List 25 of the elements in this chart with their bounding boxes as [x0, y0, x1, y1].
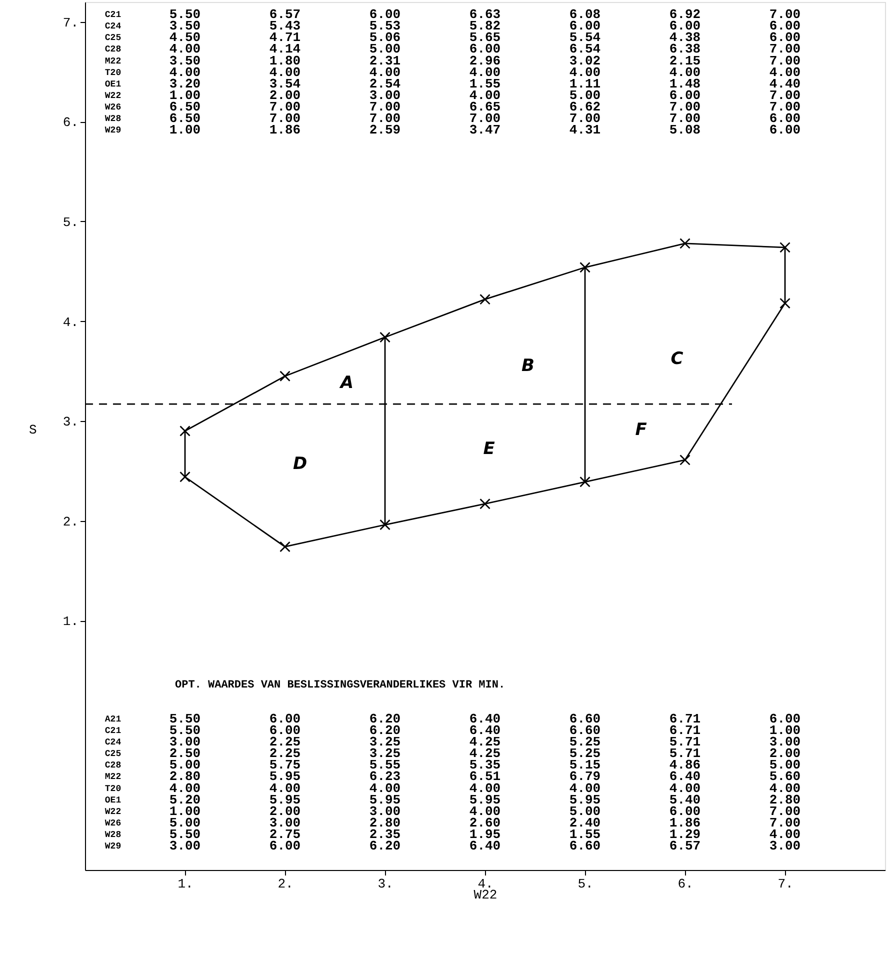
y-tick-label: 6.: [62, 115, 78, 130]
y-tick-label: 1.: [62, 614, 78, 630]
annotation: OPT. WAARDES VAN BESLISSINGSVERANDERLIKES VIR MIN.: [175, 679, 506, 692]
annotation: F: [635, 420, 648, 440]
y-axis-title: S: [28, 422, 37, 438]
annotation: A: [338, 373, 354, 393]
x-axis-title: W22: [474, 888, 498, 902]
annotation: C: [670, 349, 684, 369]
x-tick-label: 6.: [678, 876, 694, 892]
text: W29 3.00 6.00 6.20 6.40 6.60 6.57 3.00: [104, 838, 801, 854]
annotation: E: [483, 439, 496, 459]
text: W29 1.00 1.86 2.59 3.47 4.31 5.08 6.00: [104, 122, 801, 138]
annotation: B: [522, 356, 534, 376]
x-tick-label: 2.: [278, 876, 294, 892]
y-tick-label: 4.: [62, 314, 78, 330]
y-tick-label: 3.: [62, 414, 78, 430]
x-tick-label: 3.: [378, 876, 394, 892]
y-tick-label: 5.: [62, 214, 78, 230]
x-tick-label: 7.: [778, 876, 794, 892]
y-tick-label: 7.: [62, 15, 78, 30]
text: C21 5.50 6.57 6.00 6.63 6.08 6.92 7.00: [104, 6, 801, 22]
x-tick-label: 5.: [578, 876, 594, 892]
annotation: D: [292, 454, 308, 474]
x-tick-label: 1.: [178, 876, 194, 892]
y-tick-label: 2.: [62, 514, 78, 530]
